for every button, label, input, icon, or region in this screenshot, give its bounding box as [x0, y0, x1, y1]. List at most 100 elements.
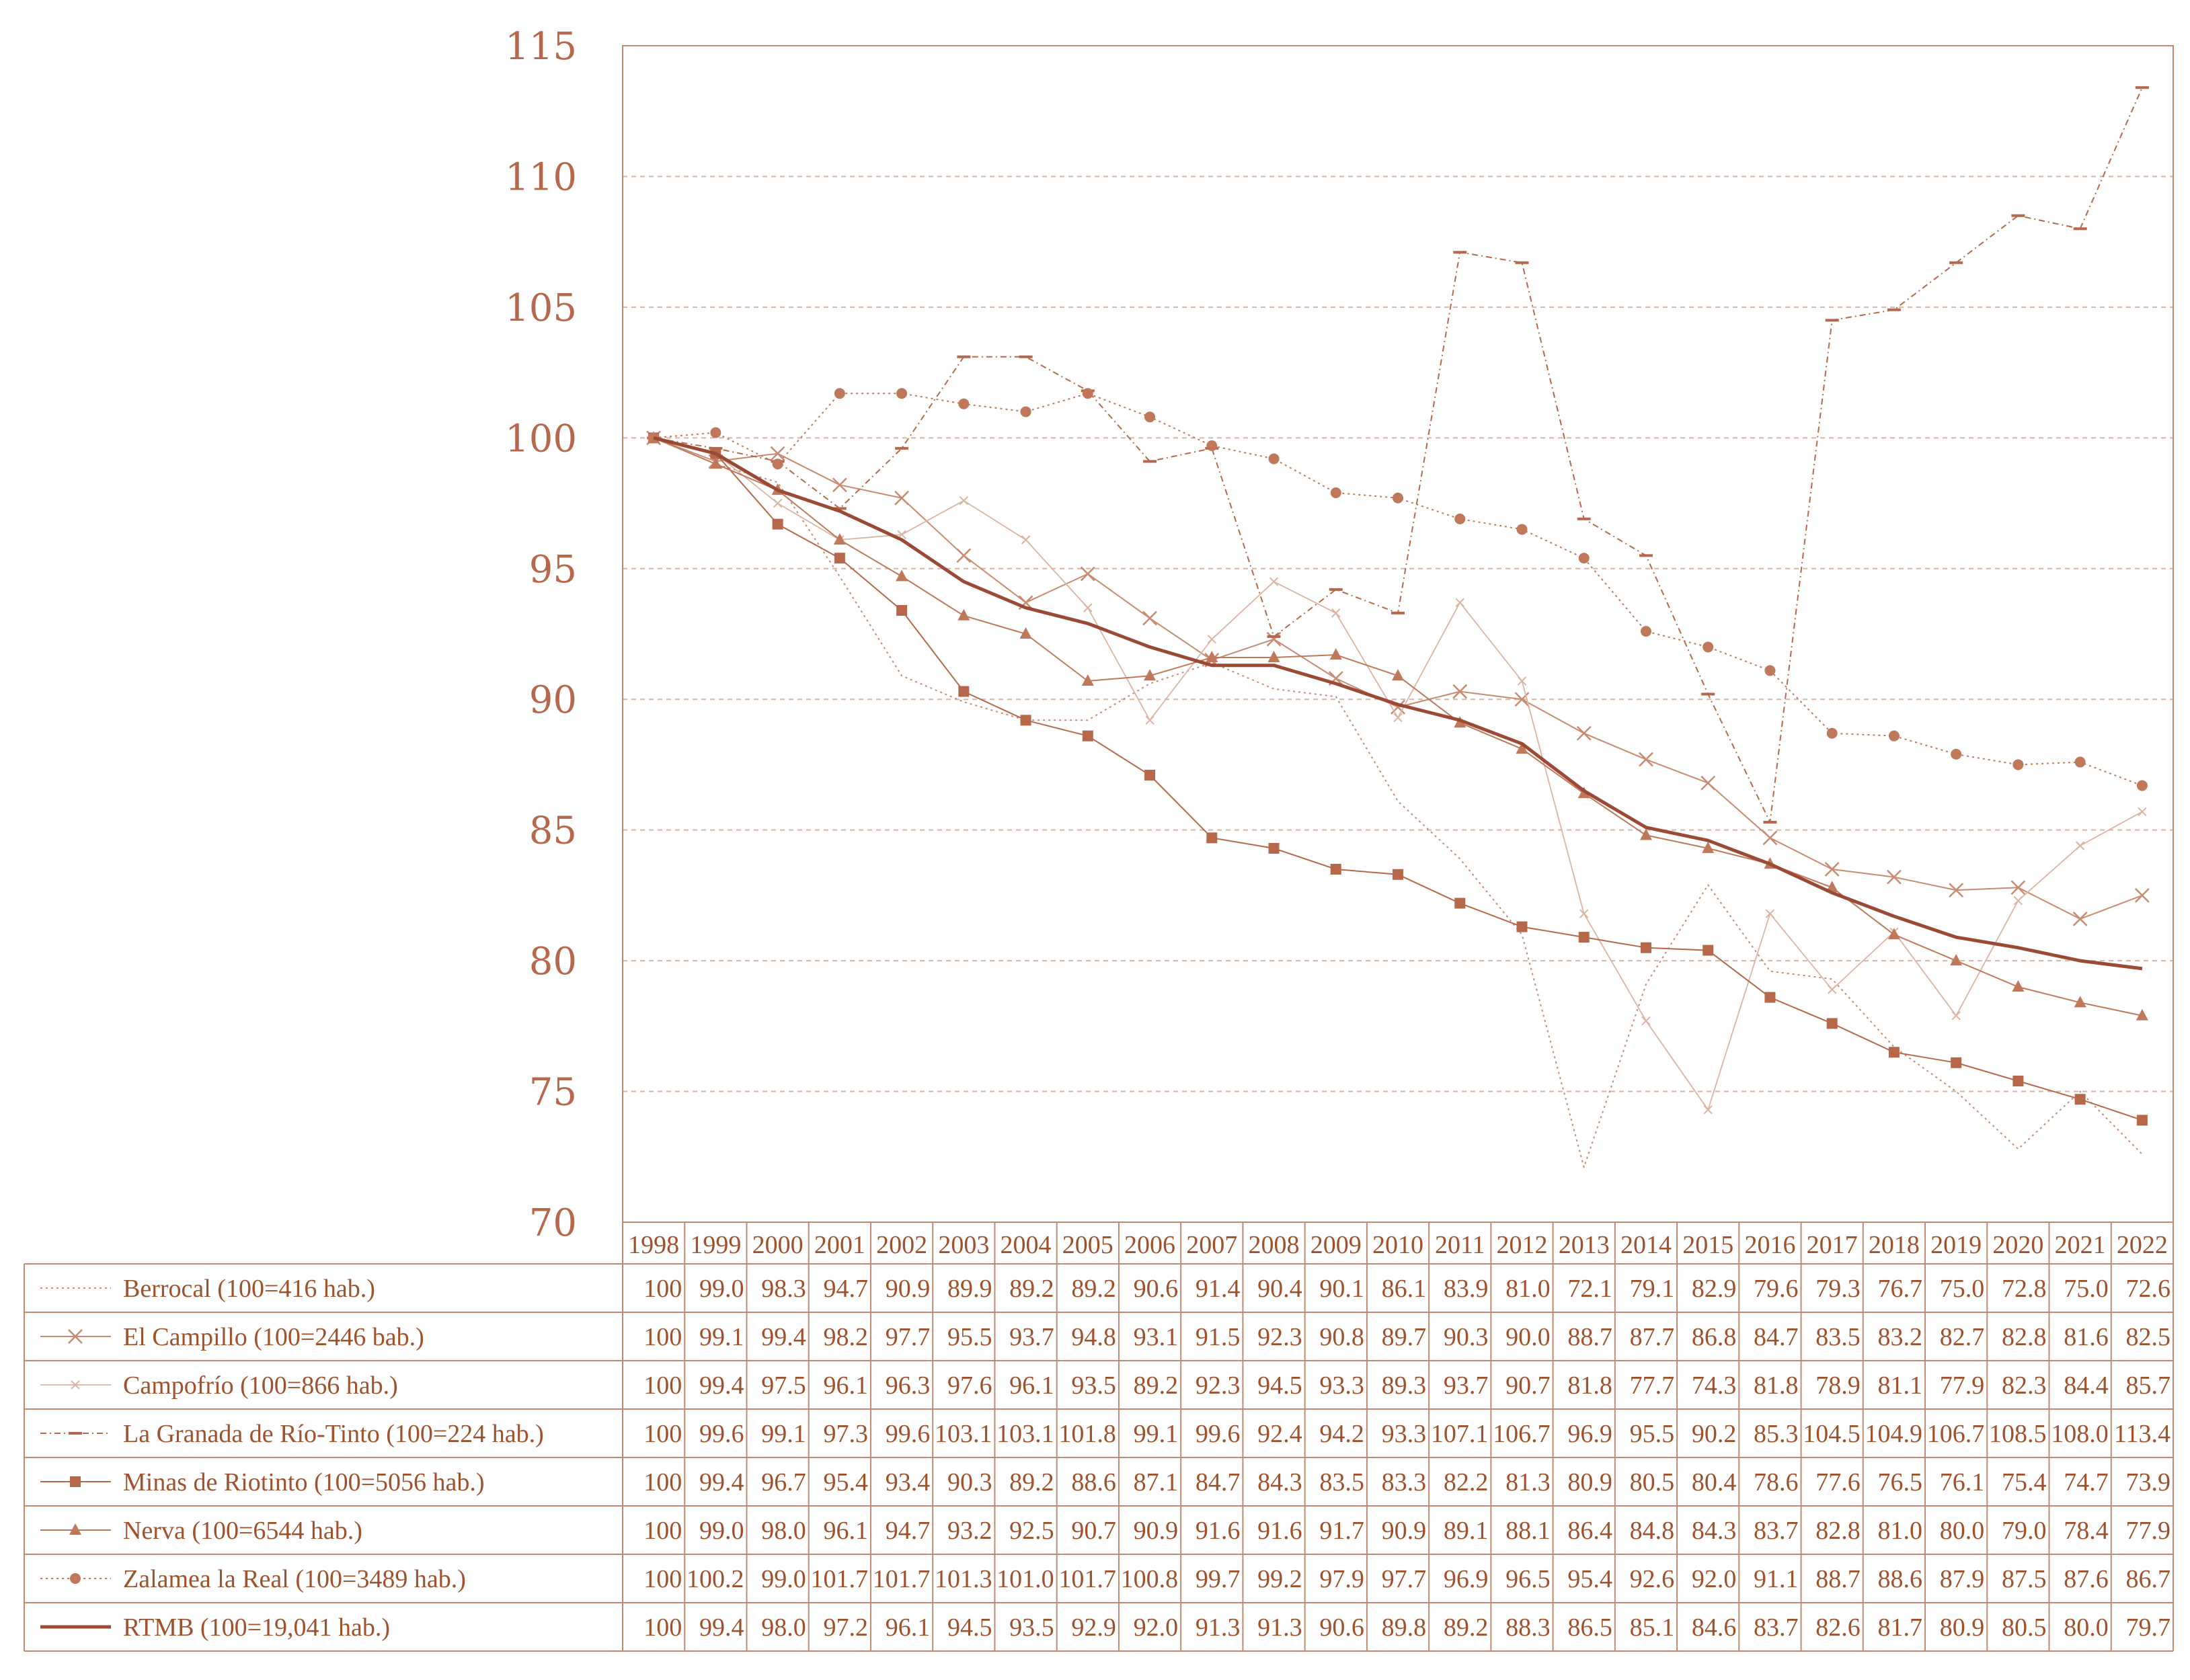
marker-x — [1080, 566, 1095, 582]
x-tick-label: 2000 — [752, 1231, 804, 1259]
data-label: 93.2 — [947, 1517, 992, 1545]
data-label: 74.7 — [2064, 1468, 2109, 1496]
data-label: 84.6 — [1692, 1613, 1737, 1642]
legend-label: El Campillo (100=2446 bab.) — [123, 1323, 424, 1351]
data-label: 89.2 — [1071, 1275, 1116, 1303]
x-tick-label: 2004 — [1001, 1231, 1052, 1259]
marker-dot — [1268, 453, 1280, 465]
data-label: 98.0 — [761, 1613, 806, 1642]
data-label: 92.9 — [1071, 1613, 1116, 1642]
marker-x — [1269, 577, 1279, 586]
data-label: 81.1 — [1878, 1371, 1923, 1400]
data-label: 94.2 — [1319, 1420, 1364, 1448]
data-label: 94.7 — [823, 1275, 868, 1303]
marker-square — [1268, 842, 1280, 854]
marker-square — [2136, 1115, 2148, 1126]
data-label: 83.7 — [1754, 1517, 1799, 1545]
marker-dot — [834, 388, 845, 399]
legend-label: Zalamea la Real (100=3489 hab.) — [123, 1565, 466, 1593]
data-label: 97.7 — [1382, 1565, 1427, 1593]
data-label: 93.3 — [1319, 1371, 1364, 1400]
data-label: 98.0 — [761, 1517, 806, 1545]
data-label: 76.7 — [1878, 1275, 1923, 1303]
series-line — [653, 436, 2143, 971]
marker-triangle — [1392, 669, 1404, 681]
data-label: 82.5 — [2126, 1323, 2171, 1351]
data-label: 81.3 — [1505, 1468, 1551, 1496]
data-label: 99.2 — [1257, 1565, 1302, 1593]
series-line — [653, 437, 2143, 1111]
data-label: 98.2 — [823, 1323, 868, 1351]
data-label: 80.5 — [1630, 1468, 1675, 1496]
data-label: 81.7 — [1878, 1613, 1923, 1642]
marker-x — [1762, 830, 1778, 846]
legend-entry: Minas de Riotinto (100=5056 hab.) — [40, 1468, 485, 1496]
data-label: 90.7 — [1071, 1517, 1116, 1545]
legend-label: La Granada de Río-Tinto (100=224 hab.) — [123, 1420, 544, 1448]
marker-triangle — [1702, 841, 1715, 853]
data-label: 86.1 — [1382, 1275, 1427, 1303]
series-line — [653, 87, 2143, 823]
legend-label: RTMB (100=19,041 hab.) — [123, 1613, 390, 1642]
data-label: 81.0 — [1505, 1275, 1551, 1303]
data-label: 91.6 — [1257, 1517, 1302, 1545]
marker-dot — [772, 458, 783, 470]
data-label: 90.7 — [1505, 1371, 1551, 1400]
data-label: 79.0 — [2002, 1517, 2047, 1545]
marker-x — [1824, 862, 1840, 877]
data-label: 99.4 — [699, 1371, 744, 1400]
data-label: 100 — [643, 1517, 682, 1545]
data-label: 78.6 — [1754, 1468, 1799, 1496]
marker-square — [2074, 1094, 2086, 1105]
data-label: 90.8 — [1319, 1323, 1364, 1351]
data-label: 89.2 — [1444, 1613, 1489, 1642]
marker-x — [832, 477, 847, 493]
data-label: 99.4 — [699, 1613, 744, 1642]
marker-triangle — [1950, 954, 1963, 966]
data-label: 80.9 — [1567, 1468, 1612, 1496]
marker-triangle — [709, 457, 722, 469]
data-label: 97.2 — [823, 1613, 868, 1642]
series-7 — [653, 436, 2143, 971]
data-label: 100 — [643, 1468, 682, 1496]
data-label: 88.1 — [1505, 1517, 1551, 1545]
data-label: 83.2 — [1878, 1323, 1923, 1351]
data-label: 96.5 — [1505, 1565, 1551, 1593]
data-label: 103.1 — [935, 1420, 992, 1448]
data-label: 89.1 — [1444, 1517, 1489, 1545]
data-label: 75.4 — [2002, 1468, 2047, 1496]
data-label: 99.6 — [886, 1420, 931, 1448]
marker-triangle — [896, 569, 908, 582]
data-label: 93.7 — [1444, 1371, 1489, 1400]
data-label: 99.1 — [761, 1420, 806, 1448]
data-label: 76.1 — [1940, 1468, 1985, 1496]
data-label: 90.6 — [1134, 1275, 1179, 1303]
data-label: 92.4 — [1257, 1420, 1302, 1448]
marker-square — [1516, 921, 1528, 932]
marker-x — [1827, 985, 1837, 994]
marker-square — [896, 605, 908, 616]
data-label: 72.8 — [2002, 1275, 2047, 1303]
marker-x — [959, 495, 969, 506]
data-label: 97.6 — [947, 1371, 992, 1400]
data-label: 87.6 — [2064, 1565, 2109, 1593]
data-label: 89.8 — [1382, 1613, 1427, 1642]
data-label: 106.7 — [1927, 1420, 1985, 1448]
data-label: 94.5 — [1257, 1371, 1302, 1400]
data-label: 101.7 — [873, 1565, 931, 1593]
data-label: 89.9 — [947, 1275, 992, 1303]
marker-triangle — [1206, 651, 1218, 662]
data-label: 91.6 — [1196, 1517, 1241, 1545]
data-label: 90.6 — [1319, 1613, 1364, 1642]
data-label: 81.8 — [1754, 1371, 1799, 1400]
marker-x — [1579, 909, 1589, 918]
data-label: 100 — [643, 1613, 682, 1642]
marker-triangle — [833, 533, 846, 545]
data-label: 95.5 — [1630, 1420, 1675, 1448]
x-tick-label: 2008 — [1249, 1231, 1300, 1259]
marker-dot — [1764, 665, 1776, 676]
marker-x — [773, 498, 783, 508]
data-label: 75.0 — [2064, 1275, 2109, 1303]
x-tick-label: 2007 — [1186, 1231, 1237, 1259]
marker-x — [1703, 1105, 1713, 1115]
